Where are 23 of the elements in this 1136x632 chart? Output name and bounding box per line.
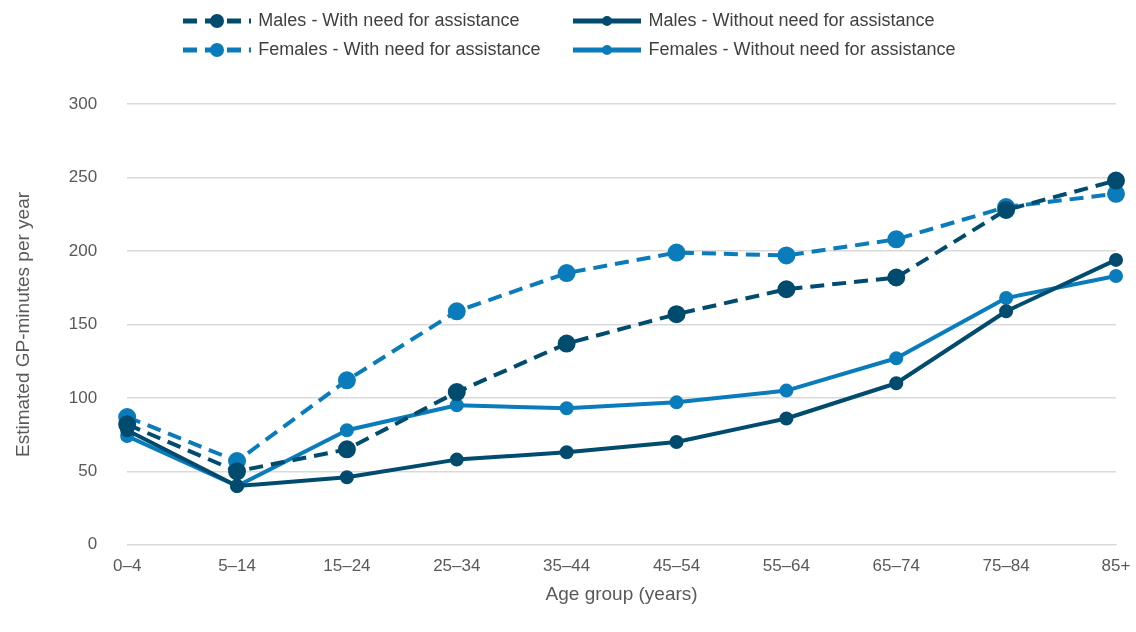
x-tick-label: 75–84: [982, 555, 1030, 575]
legend-label: Males - Without need for assistance: [648, 10, 935, 31]
x-tick-label: 55–64: [762, 555, 811, 575]
y-tick-label: 50: [78, 461, 98, 481]
y-tick-label: 150: [68, 314, 98, 334]
x-tick-label: 65–74: [872, 555, 920, 575]
legend-label: Males - With need for assistance: [258, 10, 520, 31]
x-axis-title: Age group (years): [545, 582, 698, 604]
x-tick-label: 5–14: [218, 555, 256, 575]
y-tick-label: 0: [87, 534, 98, 554]
y-tick-label: 200: [68, 240, 98, 260]
x-tick-label: 15–24: [323, 555, 371, 575]
legend-label: Females - With need for assistance: [258, 39, 541, 60]
legend-label: Females - Without need for assistance: [648, 39, 956, 60]
x-tick-label: 25–34: [433, 555, 481, 575]
y-tick-label: 100: [68, 387, 98, 407]
y-axis-title: Estimated GP-minutes per year: [11, 191, 33, 458]
x-tick-label: 45–54: [652, 555, 701, 575]
y-tick-label: 250: [68, 167, 98, 187]
y-tick-label: 300: [68, 93, 98, 113]
x-tick-label: 35–44: [543, 555, 591, 575]
x-tick-label: 85+: [1101, 555, 1131, 575]
x-tick-label: 0–4: [112, 555, 142, 575]
